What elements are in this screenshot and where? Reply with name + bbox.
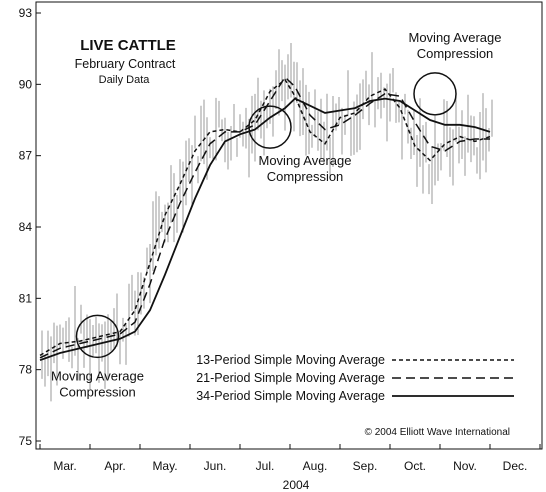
series-line — [39, 97, 491, 362]
x-tick-label: May. — [152, 459, 177, 473]
x-tick-label: Jun. — [204, 459, 227, 473]
y-axis: 75 78 81 84 87 90 93 — [19, 6, 41, 448]
legend-label: 21-Period Simple Moving Average — [196, 371, 385, 385]
compression-circles — [75, 72, 457, 359]
y-tick-label: 81 — [19, 291, 33, 305]
copyright-text: © 2004 Elliott Wave International — [365, 427, 510, 438]
x-tick-label: Aug. — [303, 459, 328, 473]
annotation-line-1: Moving Average — [51, 368, 144, 383]
annotation-line-1: Moving Average — [409, 30, 502, 45]
annotation-line-2: Compression — [417, 46, 494, 61]
x-tick-label: Jul. — [256, 459, 275, 473]
annotation-line-2: Compression — [59, 384, 136, 399]
y-tick-label: 87 — [19, 149, 33, 163]
plot-frame — [35, 1, 543, 450]
annotation-line-1: Moving Average — [259, 153, 352, 168]
series-line — [39, 78, 491, 357]
y-tick-label: 90 — [19, 77, 33, 91]
series-line — [39, 76, 490, 359]
annotation-line-2: Compression — [267, 169, 344, 184]
x-tick-label: Sep. — [353, 459, 378, 473]
legend-label: 13-Period Simple Moving Average — [196, 353, 385, 367]
y-tick-label: 75 — [19, 434, 33, 448]
chart-subtitle: February Contract — [75, 57, 176, 71]
compression-circle — [75, 314, 120, 359]
legend-label: 34-Period Simple Moving Average — [196, 389, 385, 403]
x-axis: Mar. Apr. May. Jun. Jul. Aug. Sep. Oct. Nov. Dec. — [39, 444, 541, 473]
chart-title: LIVE CATTLE — [80, 37, 176, 54]
y-tick-label: 84 — [19, 220, 33, 234]
compression-circle — [413, 72, 457, 116]
moving-average-lines — [39, 76, 491, 362]
x-tick-label: Dec. — [503, 459, 528, 473]
x-tick-label: Oct. — [404, 459, 426, 473]
y-tick-label: 93 — [19, 6, 33, 20]
chart-subtitle-daily: Daily Data — [99, 74, 151, 86]
compression-circle — [248, 105, 292, 149]
x-tick-label: Nov. — [453, 459, 477, 473]
legend: 13-Period Simple Moving Average 21-Period… — [196, 353, 514, 403]
x-tick-label: Mar. — [53, 459, 76, 473]
x-axis-year-label: 2004 — [283, 478, 310, 492]
x-tick-label: Apr. — [104, 459, 125, 473]
price-bars — [41, 42, 493, 402]
y-tick-label: 78 — [19, 363, 33, 377]
